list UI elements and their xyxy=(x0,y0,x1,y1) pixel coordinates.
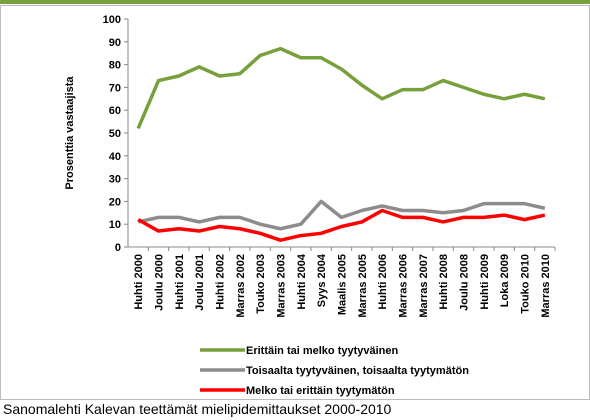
series-line xyxy=(137,199,546,231)
x-tick-label: Huhti 2006 xyxy=(377,254,389,310)
x-tick-label: Marras 2010 xyxy=(540,254,552,318)
legend-label: Erittäin tai melko tyytyväinen xyxy=(246,345,398,357)
x-tick-label: Huhti 2008 xyxy=(438,254,450,310)
x-tick-label: Marras 2007 xyxy=(418,254,430,318)
y-tick-label: 20 xyxy=(109,196,121,208)
x-tick-label: Joulu 2008 xyxy=(459,254,471,311)
legend-label: Toisaalta tyytyväinen, toisaalta tyytymä… xyxy=(246,365,469,377)
y-tick-label: 70 xyxy=(109,82,121,94)
x-tick-label: Marras 2003 xyxy=(276,254,288,318)
y-tick-label: 0 xyxy=(115,242,121,254)
y-tick-label: 10 xyxy=(109,219,121,231)
y-tick-label: 60 xyxy=(109,105,121,117)
y-tick-label: 90 xyxy=(109,37,121,49)
y-tick-label: 80 xyxy=(109,60,121,72)
x-tick-label: Touko 2010 xyxy=(520,254,532,314)
x-tick-label: Marras 2006 xyxy=(398,254,410,318)
x-tick-label: Huhti 2009 xyxy=(479,254,491,310)
x-tick-label: Joulu 2000 xyxy=(154,254,166,311)
y-tick-label: 50 xyxy=(109,128,121,140)
y-tick-label: 100 xyxy=(103,14,121,26)
x-tick-label: Marras 2002 xyxy=(235,254,247,318)
legend-label: Melko tai erittäin tyytymätön xyxy=(246,385,395,397)
y-tick-label: 40 xyxy=(109,151,121,163)
x-tick-label: Huhti 2001 xyxy=(174,254,186,310)
x-tick-label: Marras 2005 xyxy=(357,254,369,318)
x-tick-label: Huhti 2000 xyxy=(133,254,145,310)
x-tick-label: Huhti 2004 xyxy=(296,253,308,310)
series-line xyxy=(137,208,546,242)
series-line xyxy=(136,46,546,130)
x-tick-label: Joulu 2001 xyxy=(194,254,206,311)
x-tick-label: Loka 2009 xyxy=(499,254,511,307)
y-tick-label: 30 xyxy=(109,174,121,186)
top-bar xyxy=(0,0,590,4)
y-axis-label: Prosenttia vastaajista xyxy=(64,76,76,190)
x-tick-label: Huhti 2002 xyxy=(215,254,227,310)
x-tick-label: Maalis 2005 xyxy=(337,254,349,315)
x-tick-label: Syys 2004 xyxy=(316,253,328,307)
caption: Sanomalehti Kalevan teettämät mielipidem… xyxy=(3,401,392,417)
x-tick-label: Touko 2003 xyxy=(255,254,267,314)
